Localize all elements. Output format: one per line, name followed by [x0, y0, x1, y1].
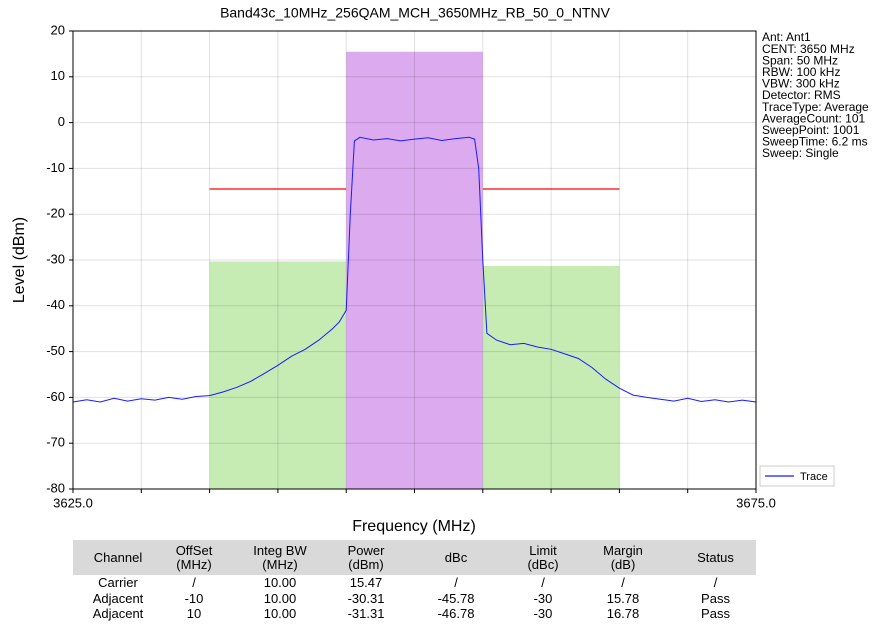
info-line: Detector: RMS: [762, 88, 841, 102]
table-cell: Pass: [701, 590, 730, 606]
header-cell: Margin (dB): [603, 542, 643, 572]
y-tick-label: -20: [46, 206, 65, 221]
y-axis-label: Level (dBm): [11, 217, 28, 303]
channel-band: [346, 51, 483, 489]
y-tick-label: 20: [51, 22, 65, 37]
x-tick-label: 3675.0: [736, 495, 776, 510]
channel-band: [209, 261, 347, 489]
legend-label: Trace: [800, 471, 828, 483]
table-cell: -31.31: [347, 606, 385, 622]
table-cell: -30.31: [347, 590, 385, 606]
header-cell: Power (dBm): [347, 542, 385, 572]
info-line: Ant: Ant1: [762, 30, 811, 44]
y-tick-label: -40: [46, 297, 65, 312]
table-header: Channel OffSet (MHz) Integ BW (MHz) Power (…: [73, 540, 756, 575]
table-cell: /: [192, 575, 196, 591]
table-cell: Carrier: [98, 575, 138, 591]
y-tick-label: -30: [46, 251, 65, 266]
y-tick-label: -60: [46, 389, 65, 404]
info-line: AverageCount: 101: [762, 111, 866, 125]
info-line: SweepPoint: 1001: [762, 123, 860, 137]
header-cell: Status: [697, 549, 734, 565]
y-tick-label: -50: [46, 343, 65, 358]
channel-band: [482, 265, 620, 489]
table-cell: Adjacent: [92, 590, 144, 606]
chart-title: Band43c_10MHz_256QAM_MCH_3650MHz_RB_50_0…: [220, 5, 611, 21]
info-line: SweepTime: 6.2 ms: [762, 135, 868, 149]
table-cell: -30: [533, 590, 553, 606]
table-cell: -30: [533, 606, 553, 622]
legend-box: [759, 465, 835, 487]
table-row: Adjacent 10 10.00 -31.31 -46.78 -30 16.78 Pass: [73, 606, 756, 622]
table-cell: Pass: [701, 606, 730, 622]
y-tick-label: 10: [51, 68, 65, 83]
x-tick-label: 3625.0: [53, 495, 93, 510]
table-cell: -45.78: [437, 590, 475, 606]
header-cell: OffSet (MHz): [175, 542, 213, 572]
table-cell: 15.78: [606, 590, 640, 606]
table-cell: 10.00: [263, 606, 297, 622]
table-cell: /: [454, 575, 458, 591]
y-tick-label: 0: [58, 114, 65, 129]
table-row: Adjacent -10 10.00 -30.31 -45.78 -30 15.78 Pass: [73, 591, 756, 607]
table-cell: -46.78: [437, 606, 475, 622]
y-tick-label: -10: [46, 160, 65, 175]
info-line: VBW: 300 kHz: [762, 77, 840, 91]
y-tick-label: -80: [46, 480, 65, 495]
table-cell: 10.00: [263, 575, 297, 591]
chart: Band43c_10MHz_256QAM_MCH_3650MHz_RB_50_0…: [11, 5, 869, 536]
info-line: Sweep: Single: [762, 146, 839, 160]
table-cell: Adjacent: [92, 606, 144, 622]
table-cell: /: [713, 575, 718, 591]
table-cell: 16.78: [606, 606, 640, 622]
info-line: TraceType: Average: [762, 100, 869, 114]
table-cell: 10.00: [263, 590, 297, 606]
info-line: Span: 50 MHz: [762, 53, 838, 67]
y-tick-label: -70: [46, 435, 65, 450]
x-axis-label: Frequency (MHz): [352, 518, 476, 535]
table-row: Carrier / 10.00 15.47 / / / /: [73, 575, 756, 591]
table-cell: /: [541, 575, 545, 591]
trace-line: [72, 136, 757, 403]
info-line: CENT: 3650 MHz: [762, 42, 855, 56]
header-cell: Integ BW (MHz): [253, 542, 307, 572]
header-cell: Limit (dBc): [527, 542, 559, 572]
info-line: RBW: 100 kHz: [762, 65, 840, 79]
table-cell: 10: [186, 606, 202, 622]
header-cell: Channel: [93, 549, 143, 565]
header-cell: dBc: [444, 549, 468, 565]
table-cell: 15.47: [349, 575, 383, 591]
table-cell: /: [621, 575, 625, 591]
result-table: Channel OffSet (MHz) Integ BW (MHz) Power (…: [73, 540, 756, 622]
table-cell: -10: [184, 590, 204, 606]
